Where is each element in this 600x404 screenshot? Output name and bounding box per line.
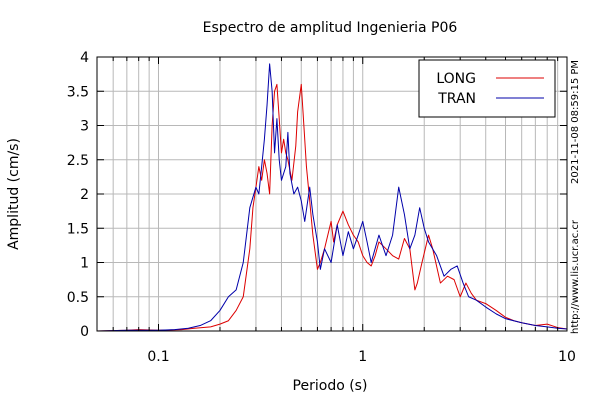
x-tick-label: 0.1 bbox=[147, 349, 169, 365]
x-axis-label: Periodo (s) bbox=[293, 378, 368, 394]
x-tick-label: 10 bbox=[558, 349, 576, 365]
y-tick-label: 0 bbox=[80, 324, 89, 340]
website-label: http://www.lis.ucr.ac.cr bbox=[570, 219, 581, 334]
y-tick-label: 1.5 bbox=[67, 221, 89, 237]
axis-ticks: 0 0.5 1 1.5 2 2.5 3 3.5 4 0.1 1 10 bbox=[67, 50, 576, 365]
legend-label-long: LONG bbox=[436, 71, 476, 87]
y-tick-label: 1 bbox=[80, 256, 89, 272]
y-tick-label: 4 bbox=[80, 50, 89, 66]
y-tick-label: 2.5 bbox=[67, 153, 89, 169]
legend-label-tran: TRAN bbox=[437, 91, 476, 107]
series-lines bbox=[96, 63, 568, 332]
y-tick-label: 0.5 bbox=[67, 290, 89, 306]
y-tick-label: 3 bbox=[80, 119, 89, 135]
series-line-long bbox=[96, 83, 568, 332]
chart-title: Espectro de amplitud Ingenieria P06 bbox=[203, 20, 458, 36]
y-axis-label: Amplitud (cm/s) bbox=[6, 138, 22, 250]
legend-box bbox=[418, 59, 556, 118]
y-tick-label: 3.5 bbox=[67, 84, 89, 100]
x-tick-label: 1 bbox=[358, 349, 367, 365]
series-line-tran bbox=[96, 63, 568, 332]
timestamp-label: 2021-11-08 08:59:15 PM bbox=[570, 60, 581, 184]
y-tick-label: 2 bbox=[80, 187, 89, 203]
legend: LONG TRAN bbox=[418, 59, 556, 118]
